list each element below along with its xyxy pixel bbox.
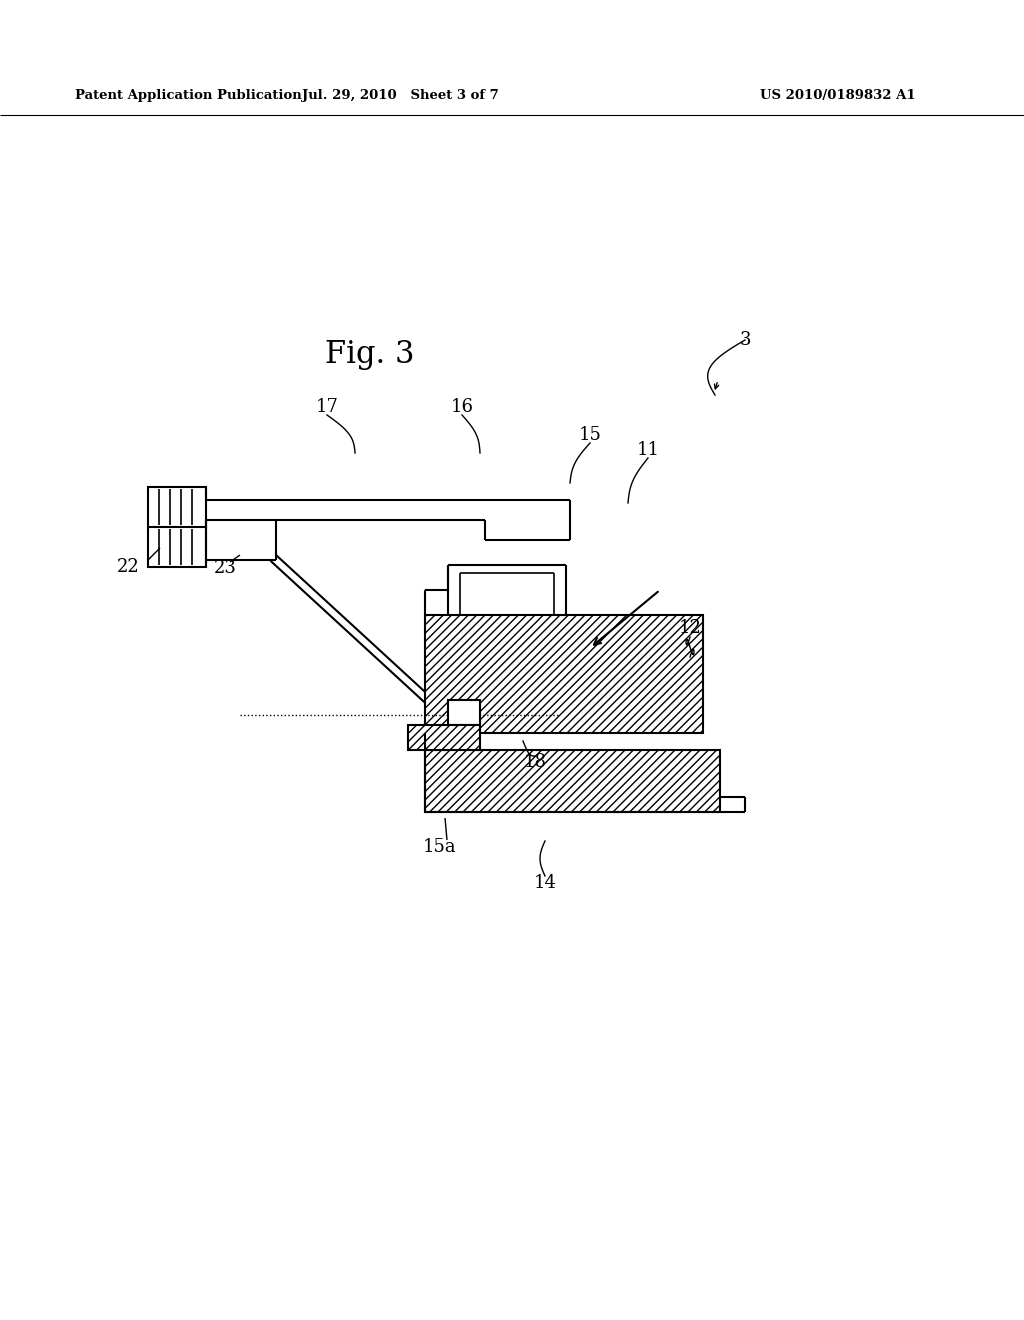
Text: Patent Application Publication: Patent Application Publication <box>75 88 302 102</box>
Bar <box>408 725 480 750</box>
Text: 15a: 15a <box>423 838 457 855</box>
Text: 17: 17 <box>315 399 339 416</box>
Text: US 2010/0189832 A1: US 2010/0189832 A1 <box>760 88 915 102</box>
Text: 12: 12 <box>679 619 701 638</box>
Text: 3: 3 <box>739 331 751 348</box>
Bar <box>425 750 720 812</box>
Text: 16: 16 <box>451 399 473 416</box>
Text: 18: 18 <box>523 752 547 771</box>
Text: 15: 15 <box>579 426 601 444</box>
Bar <box>449 700 480 725</box>
Text: 22: 22 <box>117 558 139 576</box>
Text: Fig. 3: Fig. 3 <box>326 339 415 371</box>
Text: 23: 23 <box>214 558 237 577</box>
Text: Jul. 29, 2010   Sheet 3 of 7: Jul. 29, 2010 Sheet 3 of 7 <box>302 88 499 102</box>
Text: 14: 14 <box>534 874 556 892</box>
Text: 11: 11 <box>637 441 659 459</box>
Bar <box>425 615 703 733</box>
Bar <box>148 487 206 568</box>
